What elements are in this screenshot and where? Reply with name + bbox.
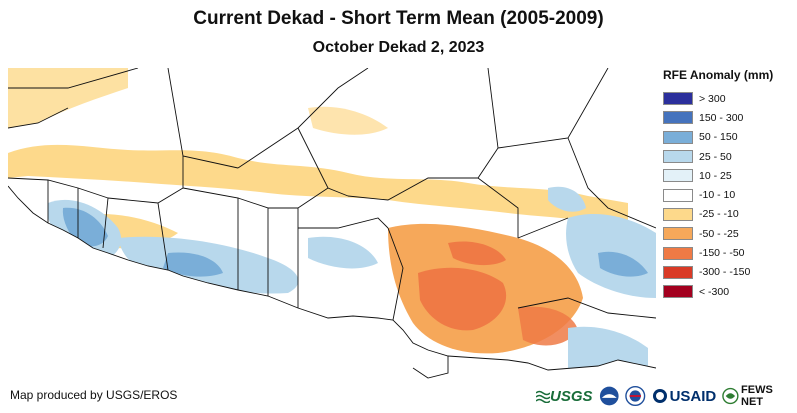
map-subtitle: October Dekad 2, 2023 — [312, 39, 485, 56]
anomaly-wet-se — [568, 326, 648, 368]
legend-label: < -300 — [699, 285, 730, 298]
anomaly-very-dry — [418, 267, 507, 331]
legend-swatch — [663, 130, 693, 144]
usgs-logo: USGS — [536, 388, 593, 405]
usgs-wave-icon — [536, 390, 550, 403]
legend-swatch — [663, 207, 693, 221]
credit-text: Map produced by USGS/EROS — [10, 388, 178, 402]
legend-swatch — [663, 265, 693, 279]
fewsnet-globe-icon — [722, 387, 739, 405]
legend-item: -25 - -10 — [663, 205, 793, 224]
legend-label: 25 - 50 — [699, 150, 732, 163]
fewsnet-logo: FEWS NET — [722, 384, 794, 408]
legend-label: -300 - -150 — [699, 266, 751, 279]
anomaly-wet-east-core — [598, 251, 648, 277]
legend-swatch — [663, 150, 693, 164]
usaid-seal-icon — [652, 389, 667, 403]
legend-title: RFE Anomaly (mm) — [663, 68, 774, 82]
legend-swatch — [663, 111, 693, 125]
legend: RFE Anomaly (mm) > 300 150 - 300 50 - 150 2… — [663, 68, 793, 301]
anomaly-dry-east — [518, 306, 578, 346]
legend-item: -10 - 10 — [663, 185, 793, 204]
legend-item: 150 - 300 — [663, 108, 793, 127]
legend-items: > 300 150 - 300 50 - 150 25 - 50 10 - 25 -10 … — [663, 89, 793, 301]
legend-item: -300 - -150 — [663, 263, 793, 282]
anomaly-dry-north — [8, 68, 128, 128]
rainfall-anomaly-map — [8, 68, 656, 386]
legend-label: -10 - 10 — [699, 189, 736, 202]
legend-label: -25 - -10 — [699, 208, 739, 221]
anomaly-wet-center — [308, 236, 378, 269]
legend-swatch — [663, 246, 693, 260]
legend-swatch — [663, 188, 693, 202]
nasa-logo-icon — [625, 385, 646, 407]
legend-label: 150 - 300 — [699, 111, 744, 124]
legend-label: 10 - 25 — [699, 169, 732, 182]
legend-item: 10 - 25 — [663, 166, 793, 185]
country-borders — [8, 68, 656, 379]
legend-swatch — [663, 169, 693, 183]
legend-label: 50 - 150 — [699, 131, 738, 144]
noaa-logo-icon — [599, 386, 619, 406]
legend-item: > 300 — [663, 89, 793, 108]
anomaly-dry-north2 — [308, 106, 388, 135]
map-title: Current Dekad - Short Term Mean (2005-20… — [193, 8, 604, 29]
legend-label: > 300 — [699, 92, 726, 105]
anomaly-dry-band — [8, 144, 628, 228]
usaid-logo: USAID — [652, 388, 716, 405]
legend-label: -150 - -50 — [699, 247, 745, 260]
legend-label: -50 - -25 — [699, 227, 739, 240]
logo-bar: USGS USAID FEWS NET — [536, 383, 794, 409]
legend-item: 50 - 150 — [663, 128, 793, 147]
legend-item: -150 - -50 — [663, 243, 793, 262]
legend-swatch — [663, 92, 693, 106]
legend-item: 25 - 50 — [663, 147, 793, 166]
legend-swatch — [663, 285, 693, 299]
ocean — [8, 186, 656, 386]
legend-item: -50 - -25 — [663, 224, 793, 243]
anomaly-wet-coast-core — [163, 252, 223, 277]
legend-item: < -300 — [663, 282, 793, 301]
anomaly-wet-ne — [548, 186, 586, 212]
legend-swatch — [663, 227, 693, 241]
anomaly-very-dry2 — [448, 241, 506, 266]
